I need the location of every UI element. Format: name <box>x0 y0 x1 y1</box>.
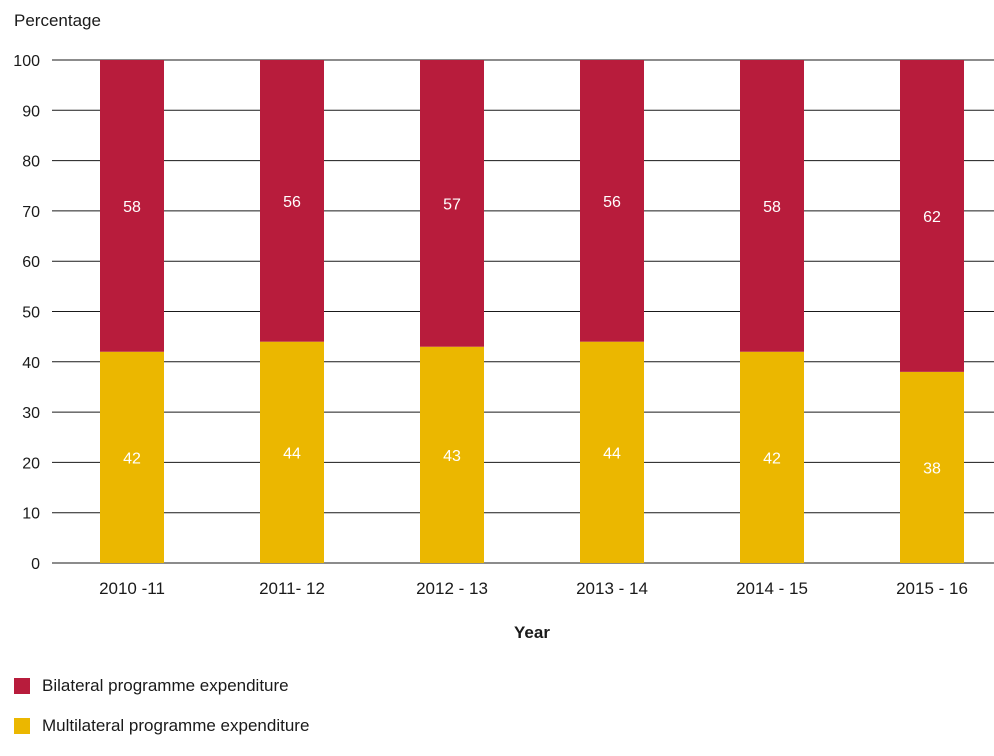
legend-label-bilateral: Bilateral programme expenditure <box>42 676 289 695</box>
bar-bilateral-2 <box>420 60 484 347</box>
data-label-bilateral-4: 58 <box>763 199 781 216</box>
bar-multilateral-1 <box>260 341 324 563</box>
y-tick-label: 100 <box>13 53 40 70</box>
x-tick-label: 2012 - 13 <box>416 579 488 598</box>
y-tick-label: 60 <box>22 254 40 271</box>
bar-multilateral-5 <box>900 371 964 563</box>
y-tick-label: 0 <box>31 556 40 573</box>
x-tick-label: 2011- 12 <box>259 579 325 598</box>
bar-bilateral-5 <box>900 60 964 372</box>
stacked-bar-chart: Percentage 42 58 44 56 43 57 44 56 42 58 38 62 0 10 2… <box>13 11 994 642</box>
y-tick-label: 10 <box>22 506 40 523</box>
x-tick-label: 2013 - 14 <box>576 579 648 598</box>
gridlines <box>52 59 994 564</box>
data-label-multilateral-1: 44 <box>283 445 301 462</box>
data-label-multilateral-3: 44 <box>603 445 621 462</box>
x-tick-label: 2010 -11 <box>99 579 165 598</box>
x-tick-labels: 2010 -11 2011- 12 2012 - 13 2013 - 14 2014 -… <box>99 579 968 598</box>
data-label-bilateral-5: 62 <box>923 209 941 226</box>
y-tick-label: 30 <box>22 405 40 422</box>
data-label-multilateral-2: 43 <box>443 448 461 465</box>
data-label-bilateral-3: 56 <box>603 194 621 211</box>
y-tick-labels: 0 10 20 30 40 50 60 70 80 90 100 <box>13 53 40 573</box>
y-axis-title: Percentage <box>14 11 101 30</box>
data-label-multilateral-5: 38 <box>923 460 941 477</box>
legend-swatch-bilateral <box>14 678 30 694</box>
y-tick-label: 70 <box>22 204 40 221</box>
legend-item-multilateral: Multilateral programme expenditure <box>14 716 309 736</box>
legend-item-bilateral: Bilateral programme expenditure <box>14 676 309 696</box>
bar-bilateral-1 <box>260 60 324 342</box>
bar-bilateral-4 <box>740 60 804 352</box>
data-label-multilateral-0: 42 <box>123 450 141 467</box>
x-axis-title: Year <box>514 623 550 642</box>
y-tick-label: 90 <box>22 103 40 120</box>
bar-bilateral-3 <box>580 60 644 342</box>
x-tick-label: 2014 - 15 <box>736 579 808 598</box>
data-label-bilateral-0: 58 <box>123 199 141 216</box>
data-label-bilateral-2: 57 <box>443 196 461 213</box>
data-label-multilateral-4: 42 <box>763 450 781 467</box>
bar-multilateral-0 <box>100 351 164 563</box>
bar-multilateral-4 <box>740 351 804 563</box>
legend-label-multilateral: Multilateral programme expenditure <box>42 716 310 735</box>
data-label-bilateral-1: 56 <box>283 194 301 211</box>
y-tick-label: 20 <box>22 455 40 472</box>
x-tick-label: 2015 - 16 <box>896 579 968 598</box>
y-tick-label: 40 <box>22 355 40 372</box>
y-tick-label: 50 <box>22 305 40 322</box>
bar-multilateral-2 <box>420 346 484 563</box>
legend: Bilateral programme expenditure Multilat… <box>14 676 309 756</box>
y-tick-label: 80 <box>22 154 40 171</box>
legend-swatch-multilateral <box>14 718 30 734</box>
bar-multilateral-3 <box>580 341 644 563</box>
bars: 42 58 44 56 43 57 44 56 42 58 38 62 <box>100 60 964 563</box>
bar-bilateral-0 <box>100 60 164 352</box>
